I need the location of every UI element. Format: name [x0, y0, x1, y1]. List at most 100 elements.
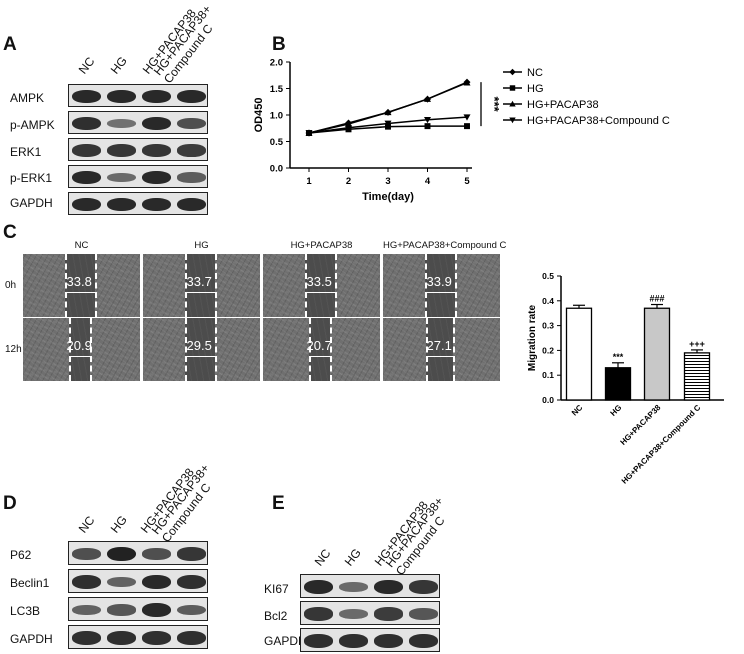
- y-tick-label: 2.0: [270, 58, 283, 69]
- square-marker: [345, 126, 352, 133]
- band: [106, 118, 137, 129]
- y-axis-title: Migration rate: [527, 305, 538, 372]
- band: [141, 631, 172, 645]
- band: [141, 548, 172, 560]
- blot-strip: [300, 628, 440, 652]
- band: [106, 172, 137, 183]
- band: [303, 607, 334, 621]
- wound-edge-line: [94, 254, 97, 317]
- diamond-marker: [424, 95, 431, 103]
- significance-mark: ###: [649, 294, 664, 304]
- band: [338, 608, 369, 620]
- band: [71, 604, 102, 616]
- band: [71, 631, 102, 645]
- band: [303, 634, 334, 648]
- band: [176, 89, 207, 104]
- diamond-marker: [463, 78, 471, 86]
- x-tick-label: 1: [306, 176, 312, 187]
- significance-mark: ***: [613, 352, 624, 362]
- wound-gap: [426, 318, 453, 381]
- series-1: [306, 123, 470, 136]
- band: [141, 574, 172, 590]
- row-label: ERK1: [10, 145, 42, 159]
- wound-gap: [309, 318, 330, 381]
- band: [176, 547, 207, 561]
- wound-gap: [64, 254, 95, 317]
- row-label: Beclin1: [10, 576, 50, 590]
- measure-arrow: [428, 355, 453, 357]
- row-label: LC3B: [10, 604, 41, 618]
- image-column-label: HG+PACAP38: [290, 240, 353, 251]
- band: [141, 602, 172, 618]
- significance-mark: +++: [689, 339, 705, 349]
- band: [338, 581, 369, 593]
- band: [71, 116, 102, 131]
- image-column-label: HG: [194, 240, 209, 251]
- measure-arrow: [311, 355, 330, 357]
- column-label: NC: [311, 546, 334, 569]
- band: [176, 172, 207, 183]
- measure-arrow: [66, 291, 95, 293]
- triangle-up-marker: [305, 129, 313, 136]
- panel-label-b: B: [272, 34, 286, 55]
- y-tick-label: 0.0: [270, 164, 283, 175]
- wound-edge-line: [309, 318, 311, 381]
- blot-strip: [300, 574, 440, 598]
- row-label: Bcl2: [264, 609, 288, 623]
- panel-label-d: D: [3, 493, 17, 514]
- gap-width-value: 29.5: [186, 337, 212, 353]
- wound-edge-line: [184, 254, 187, 317]
- wound-micrograph: 33.5: [263, 254, 380, 317]
- y-axis-title: OD450: [253, 98, 265, 133]
- y-tick-label: 0.3: [542, 321, 554, 331]
- wound-gap: [184, 318, 215, 381]
- series-line: [308, 81, 468, 134]
- band: [71, 197, 102, 212]
- wound-micrograph: 20.9: [23, 318, 140, 381]
- row-label: p-ERK1: [10, 171, 53, 185]
- y-tick-label: 0.1: [542, 370, 554, 380]
- band: [106, 631, 137, 645]
- square-marker: [424, 123, 431, 130]
- x-tick-label: HG+PACAP38: [619, 403, 663, 447]
- series-line: [308, 116, 468, 134]
- band: [106, 144, 137, 157]
- triangle-down-marker: [305, 130, 313, 137]
- wound-gap: [304, 254, 335, 317]
- column-label: NC: [75, 54, 98, 77]
- band: [373, 579, 404, 595]
- wound-micrograph: 33.9: [383, 254, 500, 317]
- band: [71, 575, 102, 589]
- gap-width-value: 33.7: [186, 273, 212, 289]
- x-axis-title: Time(day): [362, 191, 414, 203]
- blot-strip: [68, 192, 208, 215]
- band: [176, 197, 207, 212]
- wound-edge-line: [334, 254, 337, 317]
- y-tick-label: 0.2: [542, 345, 554, 355]
- band: [373, 634, 404, 648]
- band: [176, 604, 207, 616]
- measure-arrow: [306, 291, 335, 293]
- blot-strip: [68, 84, 208, 107]
- diamond-marker: [305, 129, 313, 137]
- legend-label: HG: [527, 83, 544, 95]
- x-tick-label: 4: [425, 176, 431, 187]
- band: [71, 170, 102, 185]
- image-column-label: HG+PACAP38+Compound C: [383, 240, 507, 251]
- gap-width-value: 27.1: [426, 337, 452, 353]
- triangle-down-marker: [463, 114, 471, 121]
- band: [373, 607, 404, 621]
- band: [106, 604, 137, 616]
- x-tick-label: HG+PACAP38+Compound C: [620, 403, 703, 486]
- wound-edge-line: [426, 318, 428, 381]
- band: [141, 116, 172, 131]
- row-label: P62: [10, 548, 32, 562]
- square-marker: [385, 123, 391, 130]
- bar: [604, 367, 632, 401]
- y-tick-label: 0.5: [270, 137, 284, 148]
- gap-width-value: 33.8: [66, 273, 92, 289]
- wound-gap: [424, 254, 455, 317]
- band: [71, 89, 102, 104]
- square-marker: [464, 123, 470, 130]
- measure-arrow: [186, 355, 215, 357]
